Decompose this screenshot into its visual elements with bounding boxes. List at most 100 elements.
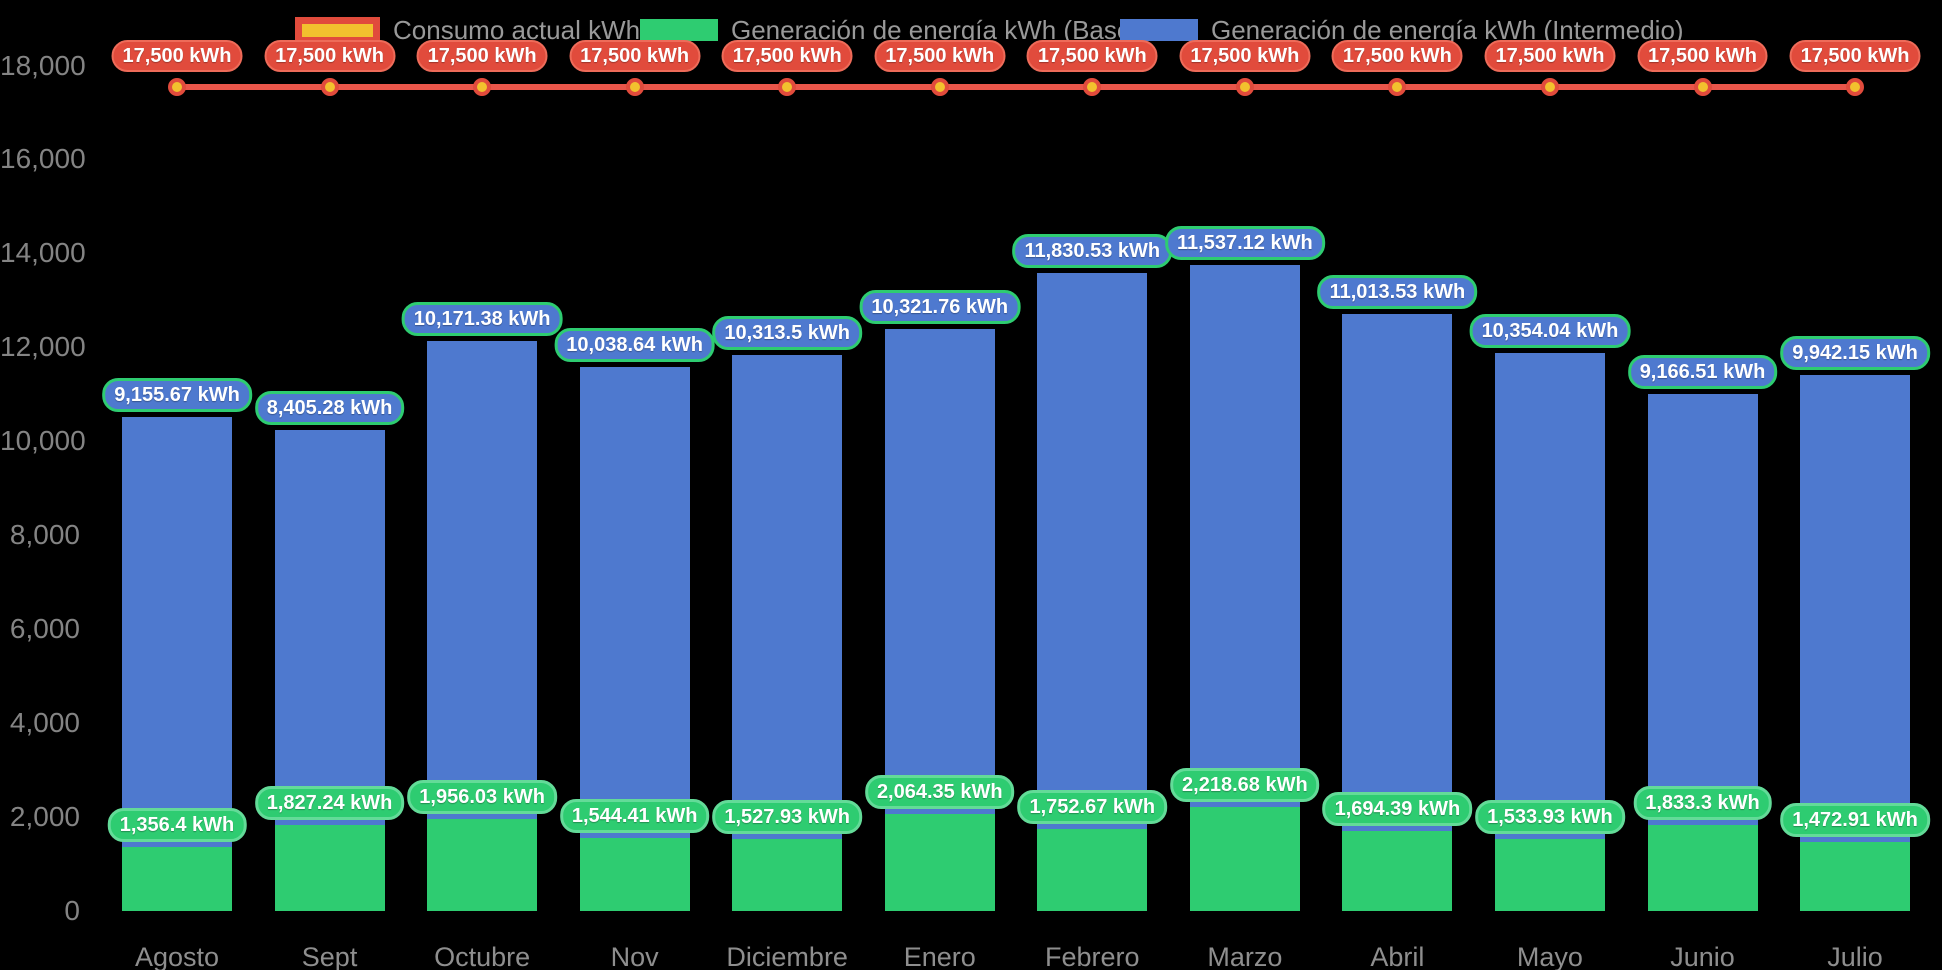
legend-label-generacion-intermedio: Generación de energía kWh (Intermedio) (1211, 14, 1684, 45)
target-line-marker-diciembre[interactable] (778, 78, 797, 96)
value-pill-intermedio-marzo: 11,537.12 kWh (1165, 225, 1325, 260)
target-pill-nov: 17,500 kWh (569, 40, 701, 72)
bar-segment-intermedio-julio[interactable] (1800, 374, 1911, 842)
value-pill-intermedio-octubre: 10,171.38 kWh (401, 302, 563, 337)
bar-segment-base-julio[interactable] (1800, 841, 1911, 911)
value-pill-base-agosto: 1,356.4 kWh (107, 808, 247, 843)
y-tick-label: 4,000 (9, 707, 80, 739)
x-tick-label-febrero: Febrero (1045, 942, 1140, 970)
bar-segment-intermedio-febrero[interactable] (1037, 272, 1148, 829)
bar-segment-base-junio[interactable] (1647, 824, 1758, 911)
target-line-marker-nov[interactable] (625, 78, 644, 96)
target-line-marker-agosto[interactable] (168, 78, 186, 96)
bar-segment-base-febrero[interactable] (1037, 828, 1148, 911)
bar-segment-base-octubre[interactable] (427, 819, 538, 911)
target-line (177, 84, 1856, 90)
value-pill-base-sept: 1,827.24 kWh (254, 786, 405, 821)
target-pill-octubre: 17,500 kWh (416, 40, 548, 72)
target-line-marker-enero[interactable] (930, 78, 949, 96)
bar-segment-intermedio-octubre[interactable] (427, 341, 538, 820)
bar-segment-intermedio-enero[interactable] (884, 329, 995, 815)
value-pill-intermedio-junio: 9,166.51 kWh (1627, 355, 1778, 390)
value-pill-intermedio-mayo: 10,354.04 kWh (1469, 313, 1631, 348)
legend-label-consumo-actual: Consumo actual kWh (393, 14, 641, 45)
target-pill-agosto: 17,500 kWh (111, 40, 243, 72)
legend-item-generacion-base[interactable]: Generación de energía kWh (Base) (640, 15, 1140, 45)
value-pill-base-nov: 1,544.41 kWh (559, 799, 710, 834)
target-line-marker-abril[interactable] (1388, 78, 1407, 96)
bar-segment-base-agosto[interactable] (122, 847, 232, 911)
bar-segment-base-marzo[interactable] (1189, 806, 1300, 911)
bar-segment-intermedio-agosto[interactable] (122, 417, 232, 848)
target-line-marker-mayo[interactable] (1540, 78, 1559, 96)
x-tick-label-marzo: Marzo (1207, 942, 1283, 970)
target-line-marker-marzo[interactable] (1235, 78, 1254, 96)
bar-segment-intermedio-abril[interactable] (1342, 314, 1453, 832)
bar-segment-intermedio-nov[interactable] (579, 366, 690, 839)
target-line-marker-octubre[interactable] (473, 78, 492, 96)
y-tick-label: 12,000 (0, 331, 86, 363)
value-pill-base-enero: 2,064.35 kWh (864, 775, 1015, 810)
y-tick-label: 10,000 (0, 425, 86, 457)
target-pill-julio: 17,500 kWh (1789, 40, 1921, 72)
x-tick-label-enero: Enero (903, 942, 976, 970)
value-pill-base-mayo: 1,533.93 kWh (1475, 799, 1625, 834)
legend-item-consumo-actual[interactable]: Consumo actual kWh (295, 15, 640, 45)
value-pill-intermedio-agosto: 9,155.67 kWh (102, 378, 252, 413)
value-pill-base-febrero: 1,752.67 kWh (1017, 789, 1168, 824)
legend-label-generacion-base: Generación de energía kWh (Base) (731, 14, 1140, 45)
bar-segment-intermedio-marzo[interactable] (1189, 264, 1300, 807)
y-tick-label: 18,000 (0, 49, 86, 81)
legend-item-generacion-intermedio[interactable]: Generación de energía kWh (Intermedio) (1120, 15, 1684, 45)
value-pill-base-junio: 1,833.3 kWh (1633, 785, 1772, 820)
x-tick-label-octubre: Octubre (434, 942, 531, 970)
target-line-marker-junio[interactable] (1693, 78, 1712, 96)
value-pill-intermedio-febrero: 11,830.53 kWh (1012, 233, 1173, 268)
bar-segment-intermedio-mayo[interactable] (1494, 352, 1605, 839)
legend-swatch-generacion-base (640, 19, 718, 41)
x-tick-label-junio: Junio (1670, 942, 1735, 970)
bar-segment-intermedio-sept[interactable] (274, 430, 385, 826)
target-pill-junio: 17,500 kWh (1637, 40, 1768, 72)
target-pill-marzo: 17,500 kWh (1179, 40, 1311, 72)
bar-segment-intermedio-diciembre[interactable] (732, 354, 843, 840)
bar-segment-intermedio-junio[interactable] (1647, 394, 1758, 825)
bar-segment-base-abril[interactable] (1342, 831, 1453, 911)
y-tick-label: 6,000 (9, 613, 80, 645)
y-tick-label: 0 (64, 895, 80, 926)
x-tick-label-abril: Abril (1370, 942, 1425, 970)
target-pill-mayo: 17,500 kWh (1484, 40, 1616, 72)
target-pill-diciembre: 17,500 kWh (721, 40, 853, 72)
y-tick-label: 2,000 (9, 801, 80, 833)
target-line-marker-julio[interactable] (1846, 78, 1865, 96)
value-pill-base-marzo: 2,218.68 kWh (1170, 767, 1320, 802)
bar-segment-base-enero[interactable] (884, 814, 995, 911)
bar-segment-base-sept[interactable] (274, 825, 385, 911)
x-tick-label-agosto: Agosto (134, 942, 220, 970)
bar-segment-base-mayo[interactable] (1494, 838, 1605, 911)
bar-segment-base-diciembre[interactable] (732, 839, 843, 911)
target-line-marker-sept[interactable] (320, 78, 339, 96)
x-tick-label-julio: Julio (1827, 942, 1883, 970)
target-pill-abril: 17,500 kWh (1331, 40, 1463, 72)
value-pill-base-julio: 1,472.91 kWh (1780, 802, 1930, 837)
y-tick-label: 14,000 (0, 237, 86, 269)
x-tick-label-sept: Sept (301, 942, 358, 970)
x-tick-label-nov: Nov (610, 942, 659, 970)
value-pill-intermedio-julio: 9,942.15 kWh (1780, 335, 1930, 370)
value-pill-intermedio-sept: 8,405.28 kWh (254, 391, 405, 426)
target-pill-febrero: 17,500 kWh (1026, 40, 1158, 72)
y-tick-label: 8,000 (9, 519, 80, 551)
value-pill-base-abril: 1,694.39 kWh (1322, 792, 1473, 827)
legend-swatch-generacion-intermedio (1120, 19, 1198, 41)
value-pill-base-diciembre: 1,527.93 kWh (712, 800, 862, 835)
y-tick-label: 16,000 (0, 143, 86, 175)
x-tick-label-mayo: Mayo (1516, 942, 1583, 970)
target-pill-enero: 17,500 kWh (874, 40, 1006, 72)
value-pill-intermedio-abril: 11,013.53 kWh (1317, 275, 1478, 310)
target-pill-sept: 17,500 kWh (264, 40, 396, 72)
target-line-marker-febrero[interactable] (1083, 78, 1102, 96)
bar-segment-base-nov[interactable] (579, 838, 690, 911)
x-tick-label-diciembre: Diciembre (726, 942, 848, 970)
